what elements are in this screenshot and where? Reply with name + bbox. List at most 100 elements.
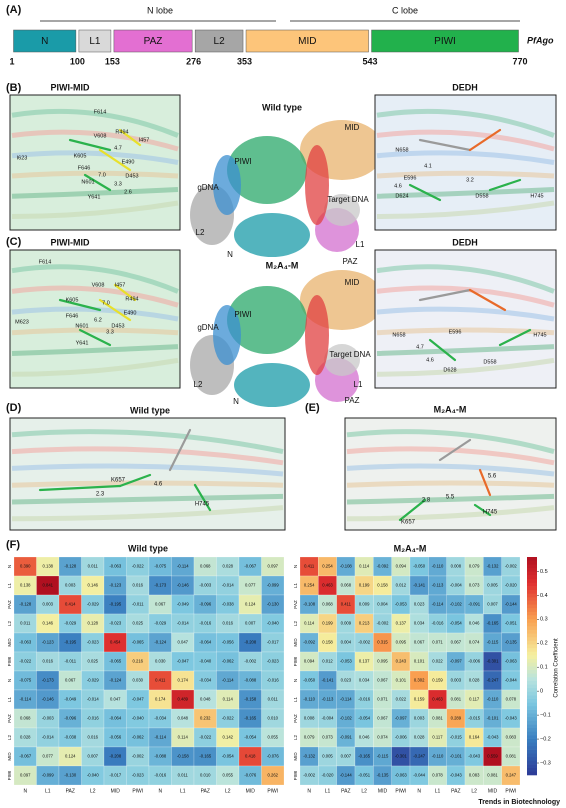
residue-label: N601: [75, 323, 88, 329]
colorbar-step: [527, 600, 537, 605]
cell-value: -0.301: [487, 659, 500, 664]
row-label: L1: [7, 583, 12, 589]
colorbar-label: −0.3: [540, 760, 551, 766]
cell-value: -0.064: [109, 716, 122, 721]
ribbon: [346, 429, 555, 455]
cell-value: 0.011: [178, 773, 189, 778]
cell-value: 0.077: [245, 583, 256, 588]
cell-value: -0.088: [154, 754, 167, 759]
residue-label: V608: [92, 282, 105, 288]
row-label: PIWI: [293, 657, 298, 667]
colorbar-step: [527, 753, 537, 758]
cell-value: -0.040: [132, 716, 145, 721]
cell-value: 0.081: [506, 754, 517, 759]
colorbar-step: [527, 716, 537, 721]
colorbar-step: [527, 735, 537, 739]
cell-value: 0.016: [88, 735, 99, 740]
domain-blob: [305, 145, 329, 225]
residue-label: 5.5: [446, 495, 455, 501]
cell-value: 0.007: [341, 754, 352, 759]
colorbar-step: [527, 669, 537, 674]
colorbar-step: [527, 622, 537, 627]
cell-value: -0.092: [377, 564, 390, 569]
cell-value: -0.016: [358, 697, 371, 702]
structure-title: M₂A₄-M: [266, 260, 299, 270]
residue-label: 4.7: [416, 344, 424, 350]
residue-label: F646: [66, 313, 79, 319]
cell-value: -0.101: [450, 754, 463, 759]
colorbar-step: [527, 727, 537, 732]
colorbar-step: [527, 760, 537, 765]
cell-value: -0.050: [413, 564, 426, 569]
cell-value: -0.102: [340, 716, 353, 721]
cell-value: 0.559: [487, 754, 498, 759]
cell-value: -0.128: [19, 602, 32, 607]
cell-value: -0.165: [358, 754, 371, 759]
column-label: PIWI: [267, 788, 278, 794]
cell-value: 0.073: [469, 583, 480, 588]
colorbar-step: [527, 655, 537, 660]
ribbon: [11, 285, 179, 308]
position: 276: [186, 56, 201, 66]
cell-value: 0.101: [414, 659, 425, 664]
stick: [38, 484, 122, 492]
cell-value: -0.002: [244, 659, 257, 664]
colorbar-step: [527, 640, 537, 645]
stick: [468, 288, 507, 312]
residue-label: Target DNA: [329, 350, 371, 359]
colorbar-label: 0.5: [540, 569, 548, 575]
cell-value: -0.132: [303, 754, 316, 759]
cell-value: -0.108: [340, 564, 353, 569]
row-label: MID: [293, 638, 298, 647]
residue-label: L2: [196, 228, 205, 237]
colorbar-label: 0.3: [540, 617, 548, 623]
row-label: MID: [7, 752, 12, 761]
cell-value: -0.247: [413, 754, 426, 759]
cell-value: 0.216: [133, 659, 144, 664]
domain-blob: [305, 295, 329, 375]
cell-value: 0.095: [396, 640, 407, 645]
cell-value: -0.110: [487, 697, 499, 702]
cell-value: 0.048: [178, 716, 189, 721]
cell-value: 0.007: [487, 602, 498, 607]
stick: [98, 148, 132, 172]
domain: [78, 29, 112, 53]
cell-value: 0.164: [469, 735, 480, 740]
row-label: N: [293, 679, 298, 682]
column-label: PIWI: [505, 788, 516, 794]
ribbon: [11, 187, 179, 199]
cell-value: -0.146: [177, 583, 190, 588]
cell-value: -0.047: [132, 697, 145, 702]
cell-value: 0.004: [341, 640, 352, 645]
row-label: PAZ: [7, 600, 12, 609]
stick: [118, 128, 142, 147]
domain-name: MID: [298, 36, 316, 47]
stick: [98, 298, 132, 322]
ribbon: [11, 108, 179, 138]
domain-name: L1: [89, 36, 101, 47]
colorbar-label: 0.4: [540, 593, 548, 599]
stick: [418, 138, 472, 152]
colorbar-title: Correlation Coefficient: [554, 638, 560, 698]
cell-value: 0.012: [396, 583, 407, 588]
cell-value: 0.289: [451, 716, 462, 721]
cell-value: -0.022: [222, 716, 235, 721]
n-lobe: N lobe: [147, 5, 173, 15]
cell-value: -0.062: [132, 735, 145, 740]
cell-value: -0.063: [395, 773, 408, 778]
cell-value: 0.463: [322, 583, 333, 588]
cell-value: 0.411: [304, 564, 315, 569]
colorbar-label: 0: [540, 689, 543, 695]
cell-value: 0.158: [377, 583, 388, 588]
cell-value: 0.243: [396, 659, 407, 664]
colorbar-step: [527, 676, 537, 681]
cell-value: 0.071: [377, 697, 388, 702]
cell-value: -0.076: [267, 754, 280, 759]
ribbon: [346, 463, 555, 477]
cell-value: -0.091: [468, 602, 481, 607]
cell-value: -0.114: [19, 697, 31, 702]
residue-label: 7.0: [98, 172, 106, 178]
colorbar-step: [527, 615, 537, 620]
footer: Trends in Biotechnology: [478, 799, 560, 806]
cell-value: -0.029: [87, 678, 100, 683]
